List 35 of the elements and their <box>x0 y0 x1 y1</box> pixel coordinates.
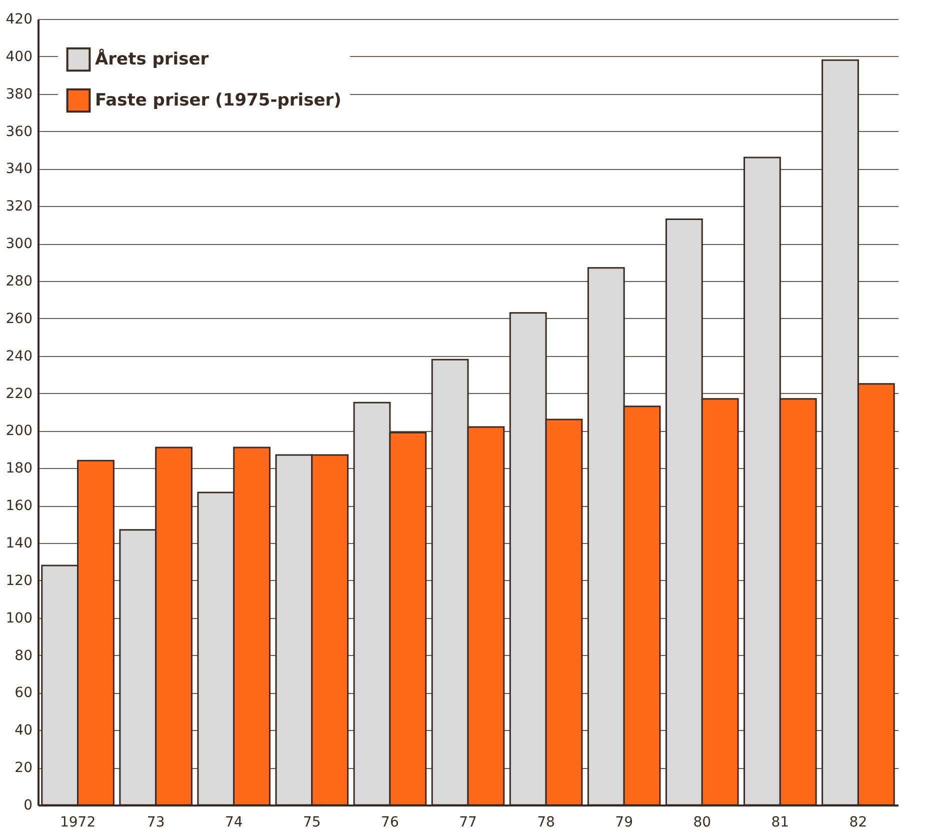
y-tick-label: 420 <box>6 12 32 28</box>
y-tick-label: 240 <box>6 348 32 364</box>
y-tick-label: 60 <box>14 685 32 702</box>
legend-label: Årets priser <box>95 48 210 70</box>
x-tick-label: 74 <box>224 814 243 830</box>
x-tick-label: 78 <box>537 814 555 830</box>
x-tick-label: 82 <box>849 814 868 830</box>
x-tick-label: 1972 <box>60 814 96 830</box>
y-tick-label: 300 <box>6 236 32 252</box>
y-tick-label: 80 <box>14 648 32 664</box>
x-tick-label: 73 <box>146 814 165 830</box>
x-tick-label: 80 <box>693 814 712 830</box>
y-tick-label: 100 <box>6 610 32 626</box>
x-tick-label: 76 <box>381 814 399 830</box>
legend-label: Faste priser (1975-priser) <box>95 90 342 110</box>
x-tick-label: 77 <box>459 814 477 830</box>
y-tick-label: 20 <box>14 760 32 776</box>
y-tick-label: 40 <box>14 722 32 739</box>
y-tick-label: 160 <box>6 498 32 514</box>
y-tick-label: 220 <box>6 386 32 402</box>
x-tick-label: 81 <box>771 814 790 830</box>
y-tick-label: 360 <box>6 124 32 140</box>
x-tick-label: 75 <box>303 814 321 830</box>
x-tick-label: 79 <box>615 814 633 830</box>
y-tick-label: 340 <box>6 161 32 178</box>
y-tick-label: 260 <box>6 310 32 327</box>
y-tick-label: 320 <box>6 198 32 215</box>
y-tick-label: 200 <box>6 423 32 440</box>
y-tick-label: 380 <box>6 86 32 102</box>
y-tick-label: 180 <box>6 460 32 477</box>
y-tick-label: 0 <box>24 798 32 814</box>
y-tick-label: 120 <box>6 572 32 589</box>
y-tick-label: 280 <box>6 274 32 290</box>
y-tick-label: 140 <box>6 536 32 552</box>
y-tick-label: 400 <box>6 48 32 65</box>
